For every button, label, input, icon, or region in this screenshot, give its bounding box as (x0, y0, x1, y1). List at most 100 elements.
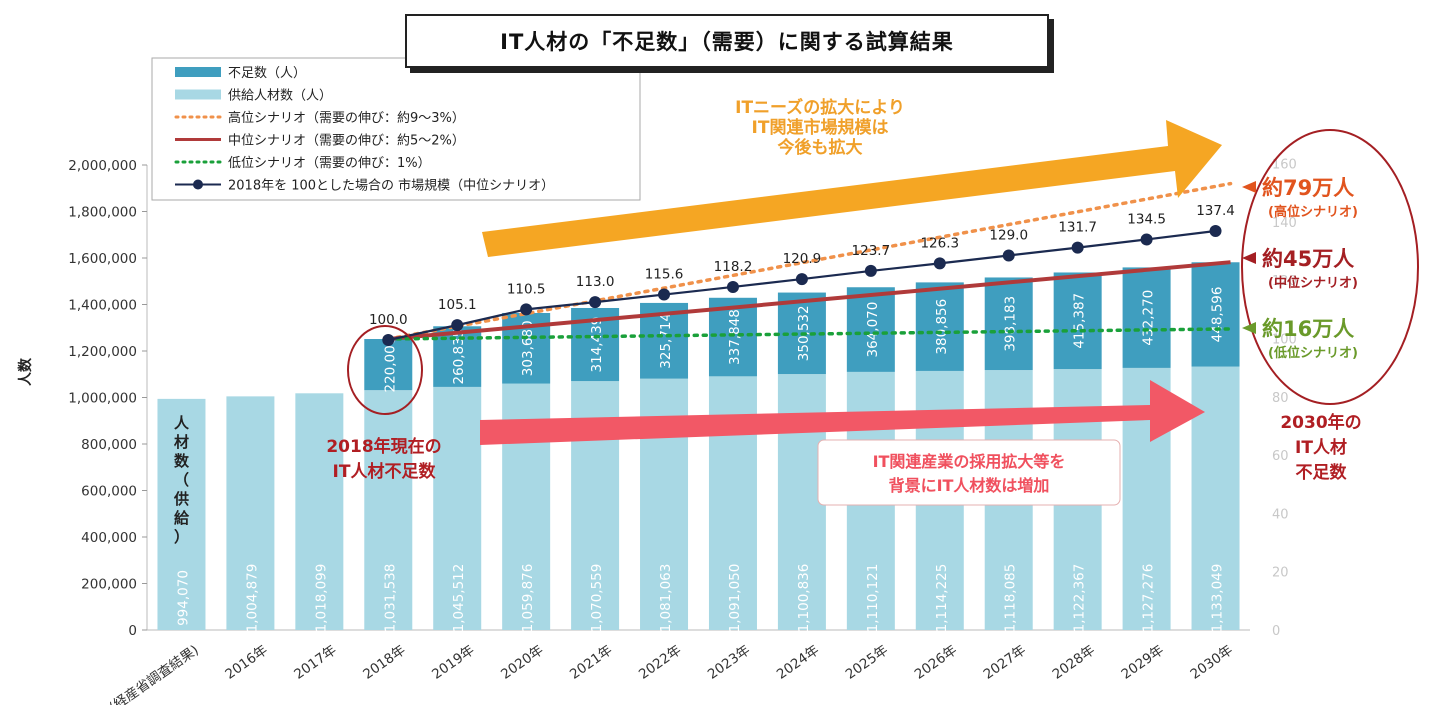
supply-value-label: 1,070,559 (589, 564, 605, 633)
market-size-marker (795, 273, 808, 286)
legend-label: 中位シナリオ（需要の伸び：約5～2%） (228, 134, 465, 149)
legend-label: 低位シナリオ（需要の伸び：1%） (228, 156, 431, 171)
market-size-value-label: 113.0 (576, 274, 615, 290)
supply-arrow (480, 380, 1205, 445)
shortage-2030-circle (1241, 129, 1419, 405)
y-tick-label: 400,000 (81, 530, 137, 546)
x-tick-label: 2021年 (567, 642, 615, 683)
scenario-sub: (低位シナリオ) (1268, 345, 1358, 361)
supply-bar (295, 393, 344, 630)
y2-tick-label: 40 (1272, 507, 1289, 522)
shortage-bar (984, 277, 1033, 371)
y2-tick-label: 140 (1272, 216, 1297, 231)
y2-tick-label: 120 (1272, 274, 1297, 289)
scenario-line (388, 260, 1231, 342)
shortage-bar (364, 339, 413, 391)
x-tick-label: 2016年 (222, 642, 270, 683)
legend-label: 2018年を 100とした場合の 市場規模（中位シナリオ） (228, 178, 554, 194)
shortage-value-label: 220,000 (382, 337, 398, 393)
shortage-bar (433, 326, 482, 387)
market-size-marker (726, 280, 739, 293)
x-tick-label: 2025年 (843, 642, 891, 683)
supply-value-label: 1,127,276 (1141, 564, 1157, 633)
shortage-value-label: 432,270 (1141, 290, 1157, 346)
supply-value-label: 1,018,099 (313, 564, 329, 633)
y-axis-label: 人数 (17, 357, 34, 386)
scenario-sub: (中位シナリオ) (1268, 275, 1358, 291)
market-size-value-label: 137.4 (1196, 203, 1235, 219)
shortage-bar (1122, 267, 1171, 368)
arrow-top-text: 今後も拡大 (778, 137, 863, 158)
supply-value-label: 1,059,876 (520, 564, 536, 633)
y-tick-label: 600,000 (81, 484, 137, 500)
market-size-value-label: 126.3 (920, 235, 959, 251)
shortage-value-label: 260,835 (451, 329, 467, 385)
shortage-bar (1191, 262, 1240, 367)
market-size-value-label: 105.1 (438, 297, 477, 313)
supply-vertical-label-char: 数 (174, 452, 190, 470)
x-tick-label: 2023年 (705, 642, 753, 683)
current-shortage-circle (347, 325, 423, 415)
x-tick-label: 2029年 (1119, 642, 1167, 683)
market-size-value-label: 129.0 (989, 227, 1028, 243)
supply-vertical-label-char: （ (174, 471, 189, 489)
supply-vertical-label-char: 給 (174, 509, 190, 527)
y-tick-label: 200,000 (81, 577, 137, 593)
x-tick-label: (経産省調査結果) (107, 642, 202, 705)
arrow-bottom-box (817, 439, 1121, 506)
shortage-value-label: 415,387 (1072, 293, 1088, 349)
x-tick-label: 2017年 (291, 642, 339, 683)
legend-swatch (175, 67, 221, 77)
scenario-pointer (1242, 252, 1256, 264)
x-tick-label: 2030年 (1187, 642, 1235, 683)
scenario-sub: (高位シナリオ) (1268, 204, 1358, 220)
market-size-value-label: 134.5 (1127, 211, 1166, 227)
y-tick-label: 1,600,000 (68, 251, 137, 267)
shortage-bar (1053, 272, 1102, 370)
supply-value-label: 1,031,538 (382, 564, 398, 633)
market-size-marker (1209, 225, 1222, 237)
shortage-value-label: 314,439 (589, 317, 605, 373)
market-size-marker (658, 288, 671, 301)
supply-value-label: 1,100,836 (796, 564, 812, 633)
supply-value-label: 1,122,367 (1072, 564, 1088, 633)
supply-bar (157, 398, 206, 630)
growth-arrow (482, 120, 1222, 257)
legend-label: 不足数（人） (228, 66, 306, 81)
y2-tick-label: 100 (1272, 333, 1297, 348)
market-size-marker (933, 257, 946, 270)
y-tick-label: 1,200,000 (68, 344, 137, 360)
current-shortage-text: IT人材不足数 (333, 461, 437, 482)
supply-value-label: 1,114,225 (934, 564, 950, 633)
legend-label: 高位シナリオ（需要の伸び：約9～3%） (228, 110, 465, 126)
supply-value-label: 1,004,879 (244, 564, 260, 633)
scenario-pointer (1242, 181, 1256, 193)
supply-vertical-label-char: 材 (174, 433, 189, 451)
supply-value-label: 1,118,085 (1003, 564, 1019, 633)
supply-vertical-label-char: 人 (174, 414, 190, 432)
y-tick-label: 1,000,000 (68, 391, 137, 407)
y2-tick-label: 80 (1272, 391, 1289, 406)
supply-value-label: 1,110,121 (865, 564, 881, 633)
market-size-value-label: 131.7 (1058, 220, 1097, 236)
supply-bar (433, 386, 482, 630)
scenario-line (386, 327, 1233, 341)
chart-title-box: IT人材の「不足数」（需要）に関する試算結果 (405, 14, 1049, 68)
supply-vertical-label-char: 供 (173, 490, 189, 508)
y2-tick-label: 20 (1272, 566, 1289, 581)
market-size-marker (1071, 241, 1084, 254)
shortage-value-label: 303,680 (520, 320, 536, 376)
supply-value-label: 994,070 (175, 570, 191, 626)
y-tick-label: 1,800,000 (68, 205, 137, 221)
market-size-marker (1140, 233, 1153, 246)
supply-bar (364, 390, 413, 630)
y2-tick-label: 0 (1272, 624, 1280, 639)
scenario-value: 約16万人 (1262, 317, 1354, 341)
x-tick-label: 2027年 (981, 642, 1029, 683)
market-size-marker (864, 264, 877, 277)
chart-title: IT人材の「不足数」（需要）に関する試算結果 (500, 30, 954, 54)
x-tick-label: 2024年 (774, 642, 822, 683)
market-size-marker (520, 303, 533, 316)
market-size-value-label: 100.0 (369, 312, 408, 328)
